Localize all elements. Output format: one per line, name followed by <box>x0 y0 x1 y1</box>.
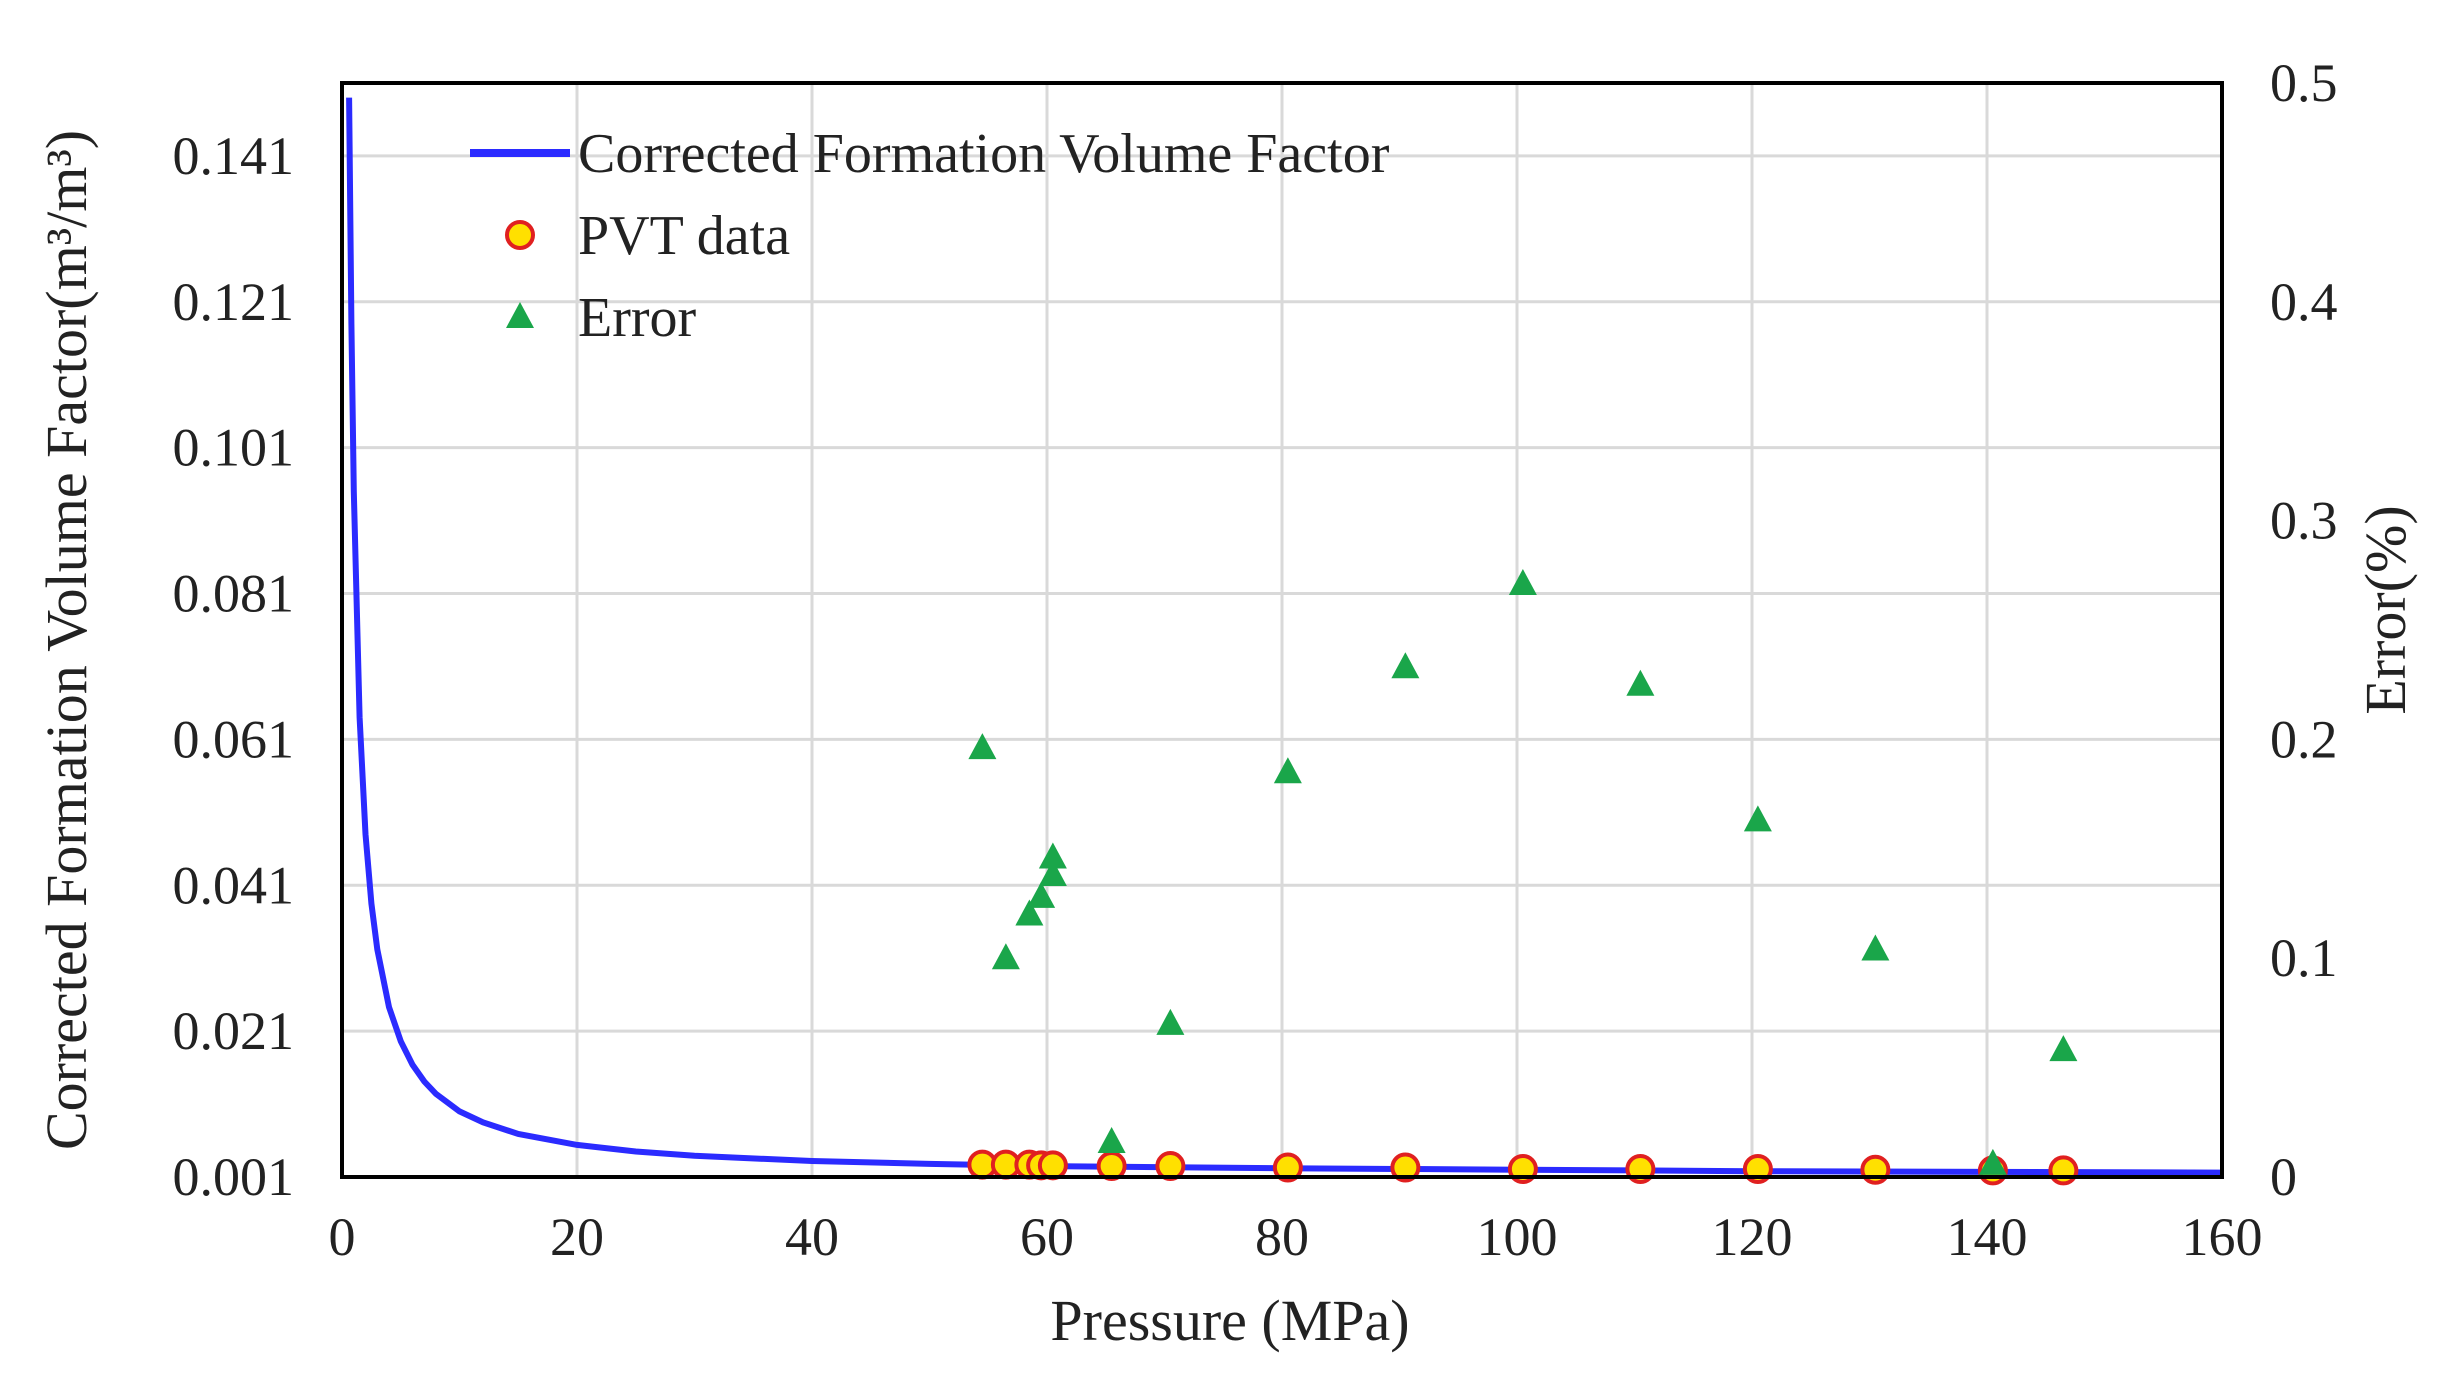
error-point <box>1027 881 1056 908</box>
legend-label-curve: Corrected Formation Volume Factor <box>578 123 1390 185</box>
y2-tick-label: 0.1 <box>2270 928 2338 988</box>
legend-marker-pvt <box>505 220 535 250</box>
y2-tick-label: 0 <box>2270 1147 2297 1207</box>
tick-labels: 0 20 40 60 80 100 120 140 160 0.001 0.021 0.041 0.06… <box>173 53 2338 1267</box>
error-point <box>1391 652 1420 679</box>
x-tick-label: 160 <box>2182 1207 2263 1267</box>
x-tick-label: 100 <box>1477 1207 1558 1267</box>
corrected-fvf-curve <box>346 97 2223 1176</box>
error-point <box>1978 1148 2007 1175</box>
error-point <box>1038 842 1067 869</box>
legend-label-pvt: PVT data <box>578 205 790 267</box>
y-tick-label: 0.001 <box>173 1147 295 1207</box>
y-tick-label: 0.021 <box>173 1001 295 1061</box>
error-point <box>968 733 997 760</box>
y-tick-label: 0.041 <box>173 855 295 915</box>
plot-frame <box>340 81 2224 1179</box>
error-point <box>1015 899 1044 926</box>
error-point <box>1156 1008 1185 1035</box>
pvt-data-point <box>1390 1152 1421 1183</box>
error-point <box>1743 805 1772 832</box>
y2-tick-label: 0.5 <box>2270 53 2338 113</box>
y-axis-title: Corrected Formation Volume Factor(m³/m³) <box>34 130 99 1150</box>
legend-label-error: Error <box>578 287 697 349</box>
y2-tick-label: 0.2 <box>2270 709 2338 769</box>
x-tick-label: 40 <box>785 1207 839 1267</box>
x-tick-label: 20 <box>550 1207 604 1267</box>
x-tick-label: 60 <box>1020 1207 1074 1267</box>
x-tick-label: 120 <box>1712 1207 1793 1267</box>
error-point <box>1861 934 1890 961</box>
legend-marker-error <box>506 302 534 328</box>
error-point <box>1626 669 1655 696</box>
y2-tick-label: 0.3 <box>2270 491 2338 551</box>
error-point <box>991 943 1020 970</box>
y-tick-label: 0.061 <box>173 709 295 769</box>
pvt-data-point <box>1272 1152 1303 1183</box>
error-point <box>1097 1126 1126 1153</box>
plot-series <box>346 97 2223 1186</box>
y2-axis-title: Error(%) <box>2353 505 2418 714</box>
error-point <box>1273 757 1302 784</box>
x-tick-label: 80 <box>1255 1207 1309 1267</box>
y2-tick-label: 0.4 <box>2270 272 2338 332</box>
y-tick-label: 0.101 <box>173 418 295 478</box>
y-tick-label: 0.121 <box>173 272 295 332</box>
pvt-data-point <box>1096 1151 1127 1182</box>
pvt-data-point <box>2048 1155 2079 1186</box>
grid-lines <box>340 83 2224 1179</box>
error-point <box>2049 1035 2078 1062</box>
x-axis-title: Pressure (MPa) <box>1050 1288 1409 1353</box>
error-point <box>1038 860 1067 887</box>
y-tick-label: 0.081 <box>173 564 295 624</box>
x-tick-label: 0 <box>329 1207 356 1267</box>
y-tick-label: 0.141 <box>173 126 295 186</box>
pvt-data-point <box>1037 1150 1068 1181</box>
pvt-data-point <box>1155 1151 1186 1182</box>
legend: Corrected Formation Volume Factor PVT da… <box>470 123 1390 349</box>
x-tick-label: 140 <box>1947 1207 2028 1267</box>
error-point <box>1508 569 1537 596</box>
